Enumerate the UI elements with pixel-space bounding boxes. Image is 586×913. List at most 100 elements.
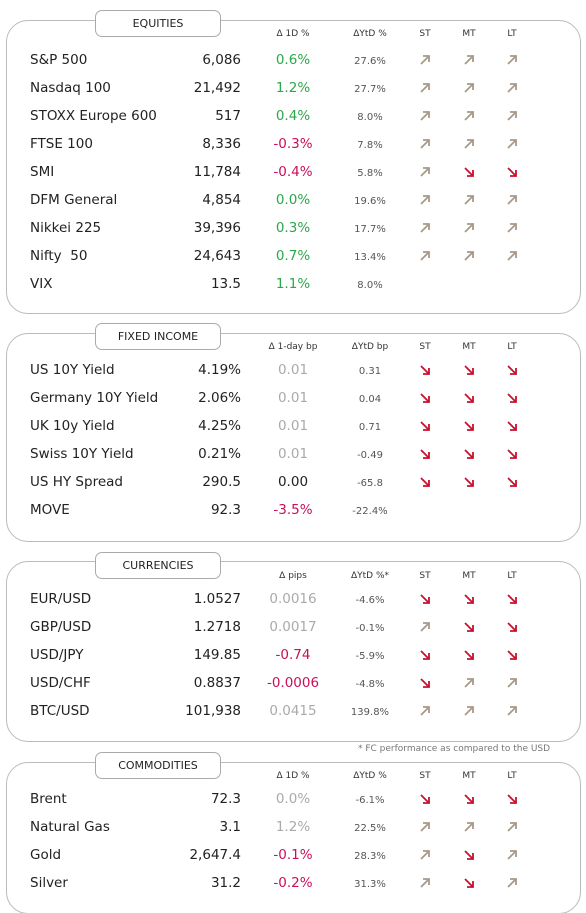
row-ytd: 0.31 (358, 366, 382, 377)
row-change: 0.6% (275, 52, 311, 68)
trend-arrow (420, 477, 430, 487)
row-change: -0.1% (273, 847, 313, 863)
row-value: 3.1 (219, 819, 241, 835)
row-value: 39,396 (193, 220, 241, 236)
row-name: MOVE (30, 502, 70, 518)
row-value: 4,854 (202, 192, 241, 208)
section-box (6, 561, 581, 742)
row-value: 72.3 (210, 791, 241, 807)
column-header: MT (462, 771, 476, 781)
trend-arrow (507, 55, 517, 65)
trend-arrow (464, 850, 474, 860)
trend-arrow (420, 167, 430, 177)
section-box (6, 762, 581, 913)
row-ytd: 31.3% (354, 879, 386, 890)
row-value: 11,784 (193, 164, 241, 180)
trend-arrow (464, 393, 474, 403)
trend-arrow (507, 594, 517, 604)
trend-arrow (507, 421, 517, 431)
trend-arrow (507, 650, 517, 660)
trend-arrow (420, 195, 430, 205)
row-value: 149.85 (193, 647, 241, 663)
row-ytd: 19.6% (354, 196, 386, 207)
trend-arrow (464, 622, 474, 632)
row-ytd: 8.0% (357, 280, 383, 291)
row-value: 517 (215, 108, 241, 124)
row-ytd: 27.6% (354, 56, 386, 67)
column-header: MT (462, 29, 476, 39)
column-header: ST (419, 571, 431, 581)
section-box (6, 333, 581, 542)
trend-arrow (420, 55, 430, 65)
trend-arrow (464, 167, 474, 177)
trend-arrow (420, 83, 430, 93)
row-change: -0.3% (273, 136, 313, 152)
row-change: 0.01 (277, 390, 309, 406)
row-name: US HY Spread (30, 474, 123, 490)
trend-arrow (464, 822, 474, 832)
row-ytd: -0.49 (357, 450, 383, 461)
column-header: ΔYtD % (353, 771, 387, 781)
row-change: 0.0017 (269, 619, 317, 635)
row-name: USD/CHF (30, 675, 91, 691)
trend-arrow (420, 223, 430, 233)
trend-arrow (420, 650, 430, 660)
section-title: COMMODITIES (95, 752, 221, 779)
row-value: 0.8837 (193, 675, 241, 691)
trend-arrow (420, 706, 430, 716)
row-ytd: 139.8% (350, 707, 390, 718)
row-change: 1.2% (275, 80, 311, 96)
trend-arrow (464, 878, 474, 888)
trend-arrow (464, 449, 474, 459)
row-ytd: 13.4% (354, 252, 386, 263)
column-header: Δ 1D % (276, 771, 310, 781)
trend-arrow (507, 251, 517, 261)
trend-arrow (420, 678, 430, 688)
row-ytd: -22.4% (352, 506, 388, 517)
trend-arrow (507, 850, 517, 860)
trend-arrow (420, 449, 430, 459)
column-header: ΔYtD % (353, 29, 387, 39)
row-change: 0.00 (277, 474, 309, 490)
row-ytd: 17.7% (354, 224, 386, 235)
row-name: DFM General (30, 192, 118, 208)
column-header: Δ 1-day bp (268, 342, 318, 352)
row-value: 101,938 (185, 703, 241, 719)
trend-arrow (507, 449, 517, 459)
section-title: FIXED INCOME (95, 323, 221, 350)
row-ytd: -0.1% (355, 623, 385, 634)
row-name: Nifty 50 (30, 248, 88, 264)
column-header: MT (462, 342, 476, 352)
trend-arrow (420, 822, 430, 832)
section-box (6, 20, 581, 314)
trend-arrow (464, 594, 474, 604)
row-ytd: 0.71 (358, 422, 382, 433)
trend-arrow (507, 794, 517, 804)
trend-arrow (507, 706, 517, 716)
trend-arrow (464, 251, 474, 261)
row-change: 0.4% (275, 108, 311, 124)
row-name: GBP/USD (30, 619, 92, 635)
row-change: 0.3% (275, 220, 311, 236)
row-name: BTC/USD (30, 703, 90, 719)
row-ytd: 5.8% (357, 168, 383, 179)
footnote: * FC performance as compared to the USD (358, 744, 551, 754)
row-name: Brent (30, 791, 67, 807)
trend-arrow (507, 477, 517, 487)
section-title: CURRENCIES (95, 552, 221, 579)
row-name: Gold (30, 847, 62, 863)
row-name: S&P 500 (30, 52, 88, 68)
row-value: 1.0527 (193, 591, 241, 607)
row-value: 24,643 (193, 248, 241, 264)
row-name: US 10Y Yield (30, 362, 115, 378)
row-name: USD/JPY (30, 647, 84, 663)
section-title: EQUITIES (95, 10, 221, 37)
row-value: 290.5 (202, 474, 241, 490)
row-name: EUR/USD (30, 591, 92, 607)
trend-arrow (420, 111, 430, 121)
row-name: FTSE 100 (30, 136, 93, 152)
trend-arrow (420, 365, 430, 375)
row-ytd: -4.6% (355, 595, 385, 606)
row-change: 0.0016 (269, 591, 317, 607)
